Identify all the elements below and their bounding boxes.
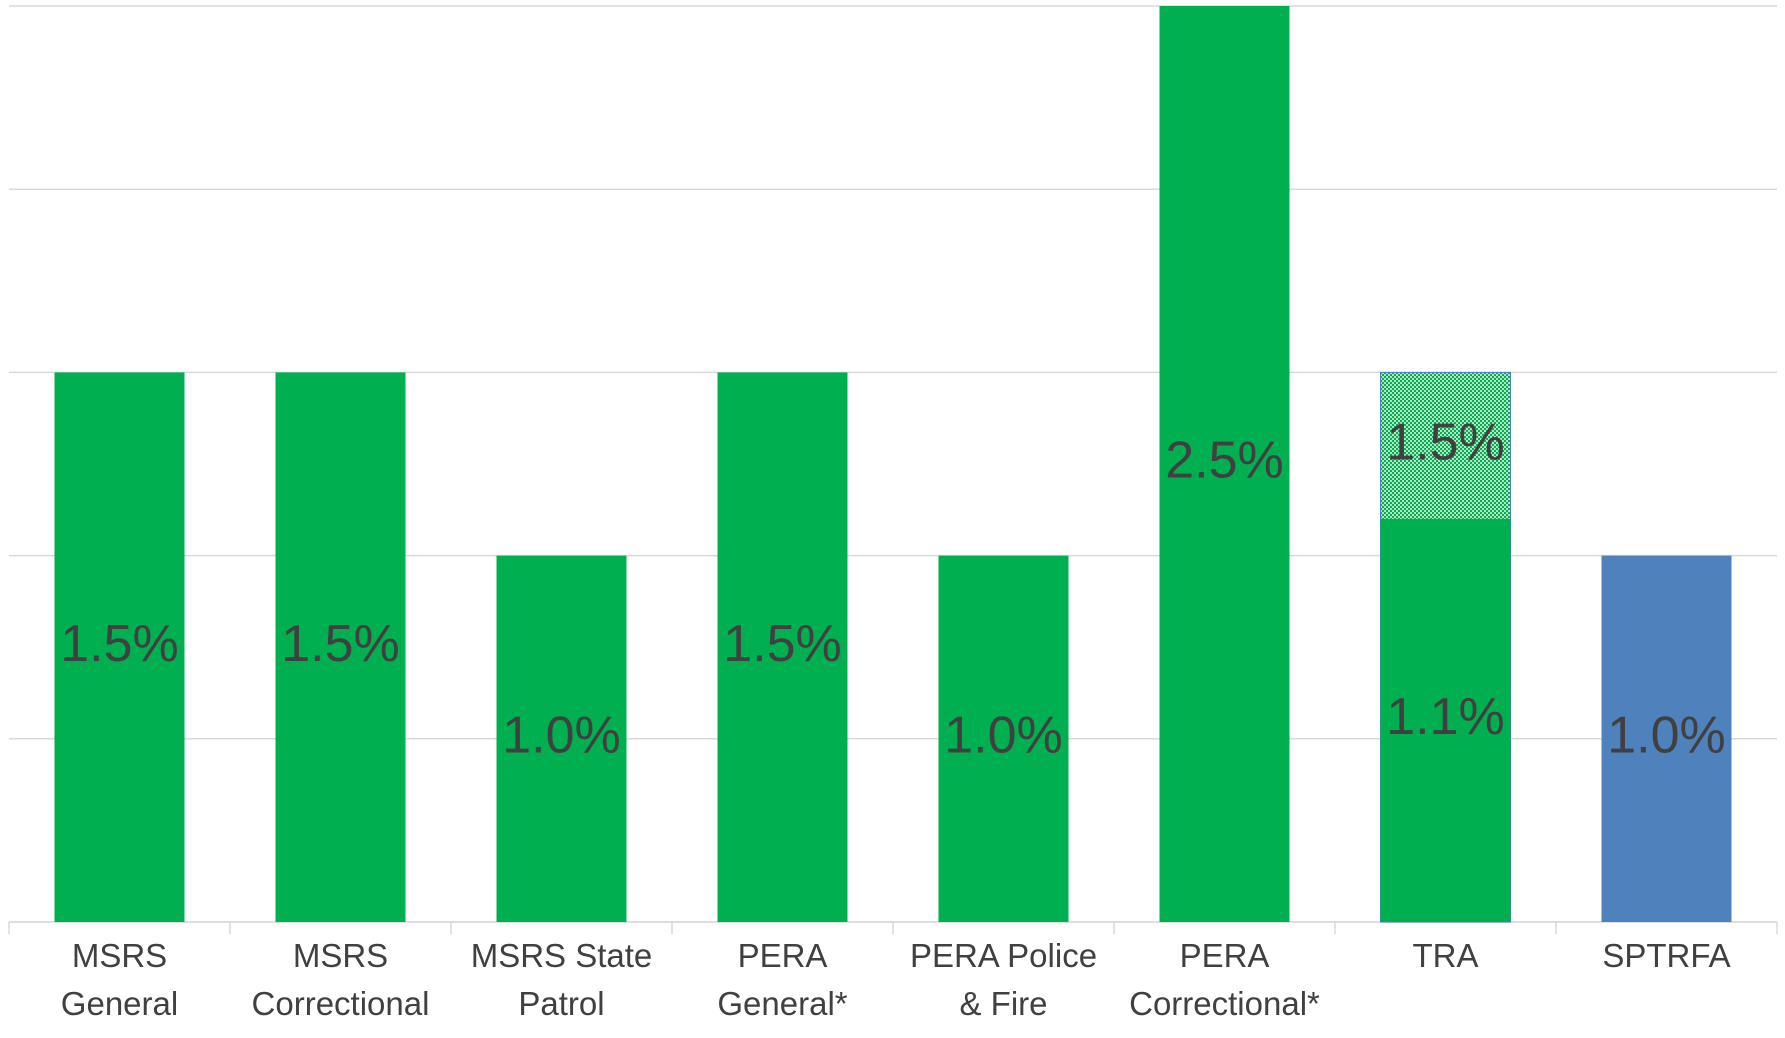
bar: [1601, 555, 1732, 922]
data-label: 1.5%: [1386, 413, 1505, 471]
x-tick-label: TRA: [1412, 937, 1479, 974]
x-tick-label: PERA General*: [717, 937, 848, 1022]
bar: [54, 372, 185, 922]
bar: [717, 372, 848, 922]
data-label: 1.0%: [502, 707, 621, 765]
bar: [1380, 518, 1511, 922]
data-label: 2.5%: [1165, 432, 1284, 490]
bar: [1159, 6, 1290, 922]
bar: [275, 372, 406, 922]
data-label: 1.5%: [60, 615, 179, 673]
x-tick-label: MSRS Correctional: [251, 937, 430, 1022]
x-tick-label: SPTRFA: [1602, 937, 1731, 974]
data-label: 1.0%: [1607, 707, 1726, 765]
data-label: 1.1%: [1386, 688, 1505, 746]
x-tick-label: MSRS State Patrol: [470, 937, 653, 1022]
x-tick-label: PERA Police & Fire: [909, 937, 1098, 1022]
bar: [496, 555, 627, 922]
bar: [938, 555, 1069, 922]
data-label: 1.5%: [281, 615, 400, 673]
data-label: 1.5%: [723, 615, 842, 673]
x-tick-label: PERA Correctional*: [1129, 937, 1320, 1022]
x-tick-label: MSRS General: [60, 937, 179, 1022]
data-label: 1.0%: [944, 707, 1063, 765]
